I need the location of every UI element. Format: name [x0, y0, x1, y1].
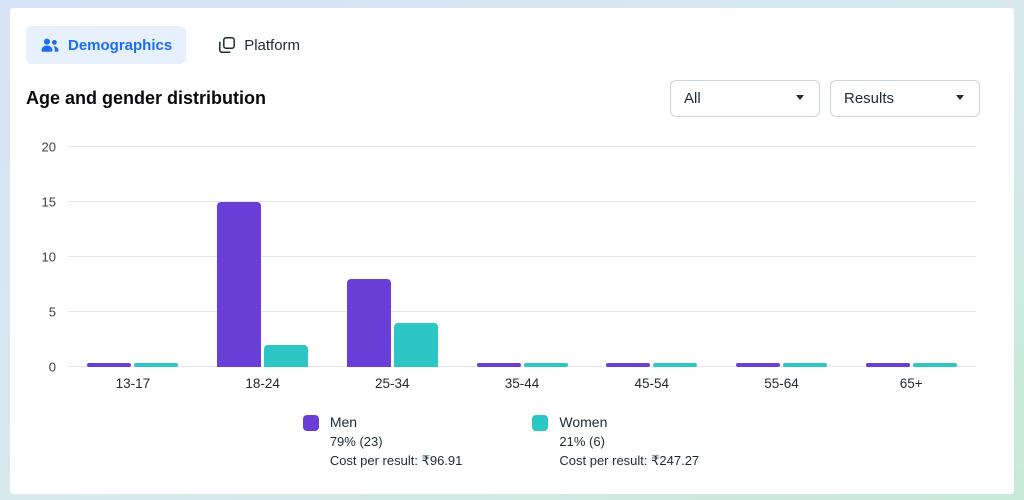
gridline: [68, 311, 976, 312]
x-tick-label: 55-64: [764, 376, 799, 391]
y-tick-label: 15: [41, 194, 56, 210]
bar-women-25-34[interactable]: [393, 323, 438, 367]
bar-men-65+[interactable]: [865, 363, 910, 367]
bar-women-35-44[interactable]: [523, 363, 568, 367]
y-tick-label: 5: [48, 304, 56, 320]
men-swatch: [302, 415, 319, 431]
people-icon: [40, 35, 60, 55]
gridline: [68, 201, 976, 202]
x-tick-label: 65+: [899, 376, 923, 391]
y-tick-label: 0: [48, 359, 56, 375]
bar-group-55-64: [717, 147, 847, 367]
section-title: Age and gender distribution: [26, 88, 267, 108]
bar-women-18-24[interactable]: [264, 345, 309, 367]
tab-demographics-label: Demographics: [68, 36, 173, 54]
bar-women-13-17[interactable]: [134, 363, 179, 367]
metric-dropdown[interactable]: Results: [830, 80, 980, 117]
chevron-down-icon: [794, 90, 806, 107]
bar-men-25-34[interactable]: [346, 279, 391, 367]
section-header: Age and gender distribution All Results: [26, 80, 998, 117]
x-tick-label: 25-34: [375, 376, 410, 391]
legend-men-share: 79% (23): [329, 434, 383, 450]
legend-men-label: Men: [329, 414, 358, 430]
x-tick-label: 13-17: [115, 376, 151, 391]
chart-legend: Men 79% (23) Cost per result: ₹96.91 Wom…: [26, 413, 976, 470]
breakdown-dropdown[interactable]: All: [670, 80, 820, 117]
bar-group-25-34: [327, 147, 457, 367]
bar-men-13-17[interactable]: [87, 363, 132, 367]
bar-group-18-24: [198, 147, 328, 367]
metric-dropdown-value: Results: [844, 90, 895, 107]
tab-demographics[interactable]: Demographics: [26, 26, 187, 64]
filter-controls: All Results: [670, 80, 980, 117]
y-tick-label: 20: [41, 139, 56, 155]
bar-men-18-24[interactable]: [217, 202, 262, 367]
bar-men-45-54[interactable]: [606, 363, 651, 367]
legend-men-text: Men 79% (23) Cost per result: ₹96.91: [330, 413, 463, 470]
bar-women-45-54[interactable]: [653, 363, 698, 367]
age-gender-chart: 0 5 10 15 20 13-17 18-24 25-34 35-44 45-54 55-64 6…: [26, 140, 998, 470]
tab-platform[interactable]: Platform: [204, 27, 314, 63]
y-axis: 0 5 10 15 20: [26, 140, 68, 375]
bar-group-35-44: [457, 147, 587, 367]
legend-women-share: 21% (6): [559, 434, 605, 450]
platform-icon: [218, 36, 236, 54]
women-swatch: [532, 415, 549, 431]
legend-item-men: Men 79% (23) Cost per result: ₹96.91: [302, 413, 463, 470]
legend-item-women: Women 21% (6) Cost per result: ₹247.27: [532, 413, 699, 470]
legend-women-text: Women 21% (6) Cost per result: ₹247.27: [559, 413, 699, 470]
legend-women-cost: Cost per result: ₹247.27: [559, 453, 700, 469]
tab-bar: Demographics Platform: [26, 26, 998, 64]
gridline: [68, 146, 976, 147]
bar-group-45-54: [587, 147, 717, 367]
legend-women-label: Women: [559, 414, 608, 430]
y-tick-label: 10: [41, 249, 56, 265]
gridline: [68, 256, 976, 257]
plot-area: [68, 146, 976, 367]
legend-men-cost: Cost per result: ₹96.91: [329, 453, 463, 469]
bar-group-65+: [846, 147, 976, 367]
tab-platform-label: Platform: [244, 36, 301, 54]
x-tick-label: 18-24: [245, 376, 280, 391]
chevron-down-icon: [954, 90, 966, 107]
x-tick-label: 35-44: [504, 376, 540, 391]
x-tick-label: 45-54: [634, 376, 669, 391]
breakdown-dropdown-value: All: [684, 90, 701, 107]
bar-men-55-64[interactable]: [735, 363, 780, 367]
bar-group-13-17: [68, 147, 198, 367]
x-axis: 13-17 18-24 25-34 35-44 45-54 55-64 65+: [68, 376, 976, 391]
report-card: Demographics Platform Age and gender dis…: [10, 8, 1014, 494]
bar-women-65+[interactable]: [912, 363, 957, 367]
bar-men-35-44[interactable]: [476, 363, 521, 367]
bar-women-55-64[interactable]: [782, 363, 827, 367]
gridline: [68, 366, 976, 367]
